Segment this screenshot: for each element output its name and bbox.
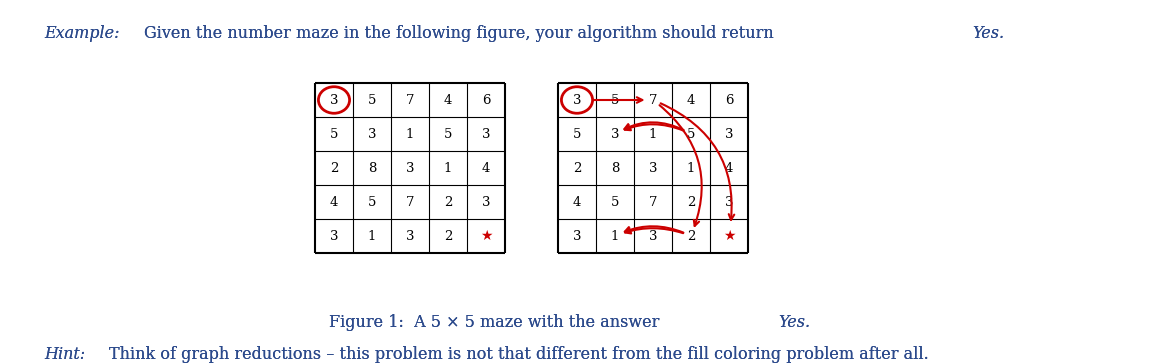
Text: 3: 3 xyxy=(649,162,657,175)
Text: 3: 3 xyxy=(724,196,733,208)
Text: 2: 2 xyxy=(687,196,695,208)
Text: Example:: Example: xyxy=(44,25,119,42)
Text: Hint:: Hint: xyxy=(44,346,85,363)
Text: 8: 8 xyxy=(367,162,377,175)
Text: 3: 3 xyxy=(482,127,490,140)
Text: 5: 5 xyxy=(330,127,338,140)
Text: 4: 4 xyxy=(482,162,490,175)
Text: 3: 3 xyxy=(405,229,415,242)
Text: 1: 1 xyxy=(687,162,695,175)
Text: 3: 3 xyxy=(405,162,415,175)
Text: 7: 7 xyxy=(405,94,415,106)
Text: 2: 2 xyxy=(330,162,338,175)
Text: Yes.: Yes. xyxy=(778,314,811,331)
Text: 4: 4 xyxy=(444,94,453,106)
Text: 5: 5 xyxy=(611,196,619,208)
Text: 3: 3 xyxy=(482,196,490,208)
Text: Think of graph reductions – this problem is not that different from the fill col: Think of graph reductions – this problem… xyxy=(109,346,929,363)
Text: Think of graph reductions – this problem is not that different from the fill col: Think of graph reductions – this problem… xyxy=(109,346,929,363)
Text: 1: 1 xyxy=(444,162,453,175)
Text: 2: 2 xyxy=(444,196,453,208)
Text: 4: 4 xyxy=(330,196,338,208)
Text: ★: ★ xyxy=(479,229,492,243)
Text: 7: 7 xyxy=(649,196,657,208)
Text: 5: 5 xyxy=(611,94,619,106)
Text: 1: 1 xyxy=(649,127,657,140)
Text: 3: 3 xyxy=(649,229,657,242)
Text: Given the number maze in the following figure, your algorithm should return: Given the number maze in the following f… xyxy=(144,25,774,42)
Text: 3: 3 xyxy=(367,127,377,140)
Text: 3: 3 xyxy=(573,94,581,106)
Text: 4: 4 xyxy=(725,162,733,175)
Text: 1: 1 xyxy=(367,229,377,242)
Text: 6: 6 xyxy=(482,94,490,106)
Text: 3: 3 xyxy=(724,127,733,140)
Text: Given the number maze in the following figure, your algorithm should return: Given the number maze in the following f… xyxy=(144,25,774,42)
Text: 6: 6 xyxy=(724,94,733,106)
Text: Figure 1:  A 5 × 5 maze with the answer: Figure 1: A 5 × 5 maze with the answer xyxy=(329,314,660,331)
Text: 8: 8 xyxy=(611,162,619,175)
Text: 2: 2 xyxy=(687,229,695,242)
Text: 5: 5 xyxy=(367,94,377,106)
Text: 1: 1 xyxy=(405,127,415,140)
Text: 3: 3 xyxy=(573,229,581,242)
Text: 3: 3 xyxy=(329,94,338,106)
Text: 2: 2 xyxy=(444,229,453,242)
Text: 1: 1 xyxy=(611,229,619,242)
Text: 3: 3 xyxy=(611,127,619,140)
Text: 5: 5 xyxy=(573,127,581,140)
Text: 4: 4 xyxy=(573,196,581,208)
Text: Yes.: Yes. xyxy=(778,314,811,331)
Text: 7: 7 xyxy=(649,94,657,106)
Text: 4: 4 xyxy=(687,94,695,106)
Text: Figure 1:  A 5 × 5 maze with the answer: Figure 1: A 5 × 5 maze with the answer xyxy=(329,314,660,331)
Text: 5: 5 xyxy=(367,196,377,208)
Text: ★: ★ xyxy=(723,229,736,243)
Text: Yes.: Yes. xyxy=(973,25,1005,42)
Text: Yes.: Yes. xyxy=(973,25,1005,42)
Text: Hint:: Hint: xyxy=(44,346,85,363)
Text: Example:: Example: xyxy=(44,25,119,42)
Text: 7: 7 xyxy=(405,196,415,208)
Text: 5: 5 xyxy=(687,127,695,140)
Text: 5: 5 xyxy=(444,127,453,140)
Text: 2: 2 xyxy=(573,162,581,175)
Text: 3: 3 xyxy=(329,229,338,242)
